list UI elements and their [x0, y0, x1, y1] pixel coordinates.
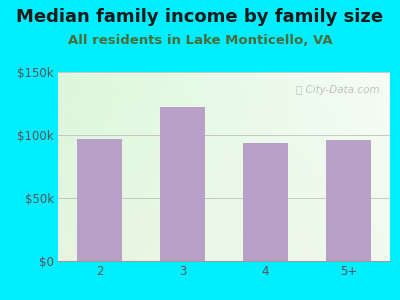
Bar: [243, 142, 288, 261]
Bar: [160, 107, 205, 261]
Bar: [326, 140, 371, 261]
Bar: [77, 139, 122, 261]
Text: All residents in Lake Monticello, VA: All residents in Lake Monticello, VA: [68, 34, 332, 47]
Text: Median family income by family size: Median family income by family size: [16, 8, 384, 26]
Text: Ⓠ City-Data.com: Ⓠ City-Data.com: [296, 85, 380, 95]
